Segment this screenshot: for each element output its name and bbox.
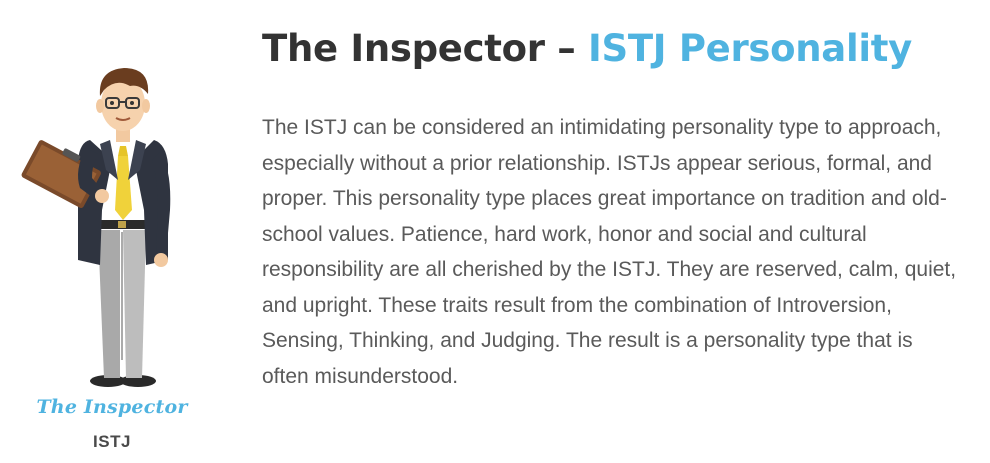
- illustration-caption-name: The Inspector: [36, 396, 188, 418]
- inspector-illustration: [20, 60, 200, 460]
- page-title: The Inspector – ISTJ Personality: [262, 24, 972, 74]
- title-main: The Inspector –: [262, 27, 576, 70]
- main-content: The Inspector – ISTJ Personality The IST…: [262, 24, 972, 394]
- title-accent: ISTJ Personality: [588, 27, 912, 70]
- illustration-caption-type: ISTJ: [93, 432, 131, 451]
- inspector-figure-icon: [21, 68, 171, 387]
- description-paragraph: The ISTJ can be considered an intimidati…: [262, 116, 957, 388]
